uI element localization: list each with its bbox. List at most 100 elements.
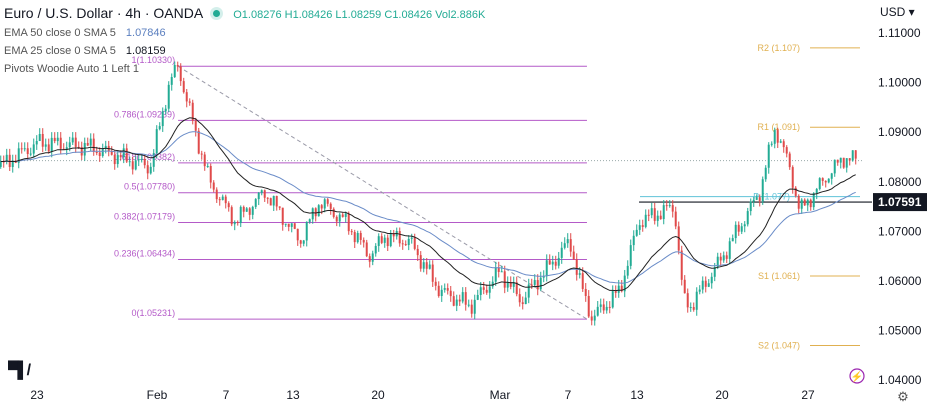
candle-body	[761, 179, 764, 201]
candle-body	[674, 211, 677, 227]
currency-selector[interactable]: USD ▾	[880, 5, 915, 19]
candle-body	[782, 141, 785, 148]
candle-body	[677, 226, 680, 251]
candle-body	[833, 159, 836, 174]
candle-body	[152, 153, 155, 167]
candle-body	[377, 236, 380, 246]
x-tick-label: 20	[371, 388, 385, 402]
candle-body	[557, 257, 560, 266]
candle-body	[113, 154, 116, 165]
y-tick-label: 1.10000	[878, 76, 922, 90]
candle-body	[803, 199, 806, 206]
x-tick-label: 7	[223, 388, 230, 402]
candle-body	[149, 166, 152, 174]
candle-body	[20, 148, 23, 150]
candle-body	[0, 161, 2, 167]
candle-body	[404, 244, 407, 246]
candle-body	[659, 215, 662, 220]
candle-body	[272, 195, 275, 206]
candle-body	[695, 291, 698, 310]
indicator-pivots[interactable]: Pivots Woodie Auto 1 Left 1	[4, 63, 139, 75]
candle-body	[632, 235, 635, 246]
candle-body	[725, 255, 728, 259]
candle-body	[788, 153, 791, 168]
candle-body	[491, 281, 494, 287]
candle-body	[122, 148, 125, 158]
candle-body	[164, 108, 167, 112]
candle-body	[431, 264, 434, 282]
candle-body	[731, 238, 734, 242]
candle-body	[347, 213, 350, 232]
pivot-label: R1 (1.091)	[757, 122, 800, 132]
candle-body	[92, 138, 95, 153]
ema-50-line	[0, 131, 856, 284]
candle-body	[743, 224, 746, 227]
candle-body	[362, 239, 365, 243]
candle-body	[773, 130, 776, 144]
symbol-title[interactable]: Euro / U.S. Dollar · 4h · OANDA	[4, 5, 204, 21]
candle-body	[236, 222, 239, 224]
candle-body	[530, 284, 533, 286]
candle-body	[353, 232, 356, 243]
candle-body	[65, 147, 68, 150]
candle-body	[191, 102, 194, 121]
candle-body	[713, 267, 716, 277]
candle-body	[77, 146, 80, 148]
candle-body	[68, 142, 71, 148]
candle-body	[173, 65, 176, 78]
candle-body	[203, 154, 206, 167]
candle-body	[578, 273, 581, 275]
x-tick-label: 23	[30, 388, 44, 402]
candle-body	[527, 284, 530, 298]
fib-level-label: 0.786(1.09239)	[114, 109, 175, 119]
indicator-ema25[interactable]: EMA 25 close 0 SMA 5 1.08159	[4, 45, 166, 57]
candle-body	[842, 157, 845, 168]
candle-body	[86, 142, 89, 146]
candle-body	[293, 223, 296, 229]
candle-body	[749, 201, 752, 212]
candle-body	[185, 92, 188, 102]
candle-body	[671, 205, 674, 212]
candle-body	[509, 282, 512, 287]
candle-body	[512, 282, 515, 287]
candle-body	[266, 197, 269, 199]
candle-body	[227, 203, 230, 208]
candle-body	[809, 199, 812, 208]
candle-body	[740, 226, 743, 232]
candle-body	[257, 192, 260, 200]
candle-body	[269, 198, 272, 206]
candle-body	[596, 306, 599, 316]
candle-body	[44, 144, 47, 147]
candle-body	[311, 208, 314, 220]
candle-body	[263, 190, 266, 198]
candle-body	[656, 215, 659, 221]
candle-body	[176, 65, 179, 67]
candle-body	[365, 242, 368, 257]
candle-body	[419, 255, 422, 269]
y-tick-label: 1.08000	[878, 175, 922, 189]
candle-body	[821, 178, 824, 181]
candle-body	[764, 167, 767, 180]
candle-body	[707, 283, 710, 287]
candle-body	[458, 299, 461, 302]
candle-body	[329, 203, 332, 209]
candle-body	[254, 199, 257, 207]
candle-body	[794, 187, 797, 196]
indicator-ema50[interactable]: EMA 50 close 0 SMA 5 1.07846	[4, 27, 166, 39]
candle-body	[98, 152, 101, 156]
candle-body	[332, 208, 335, 217]
candle-body	[110, 151, 113, 155]
chart-legend: Euro / U.S. Dollar · 4h · OANDA O1.08276…	[4, 4, 485, 78]
candle-body	[200, 153, 203, 155]
candle-body	[776, 130, 779, 143]
candle-body	[368, 256, 371, 262]
candle-body	[344, 213, 347, 217]
candle-body	[497, 267, 500, 272]
candle-body	[851, 150, 854, 161]
y-tick-label: 1.07000	[878, 224, 922, 238]
candle-body	[662, 205, 665, 220]
candle-body	[626, 265, 629, 276]
candle-body	[734, 224, 737, 239]
pivot-label: S1 (1.061)	[758, 271, 800, 281]
